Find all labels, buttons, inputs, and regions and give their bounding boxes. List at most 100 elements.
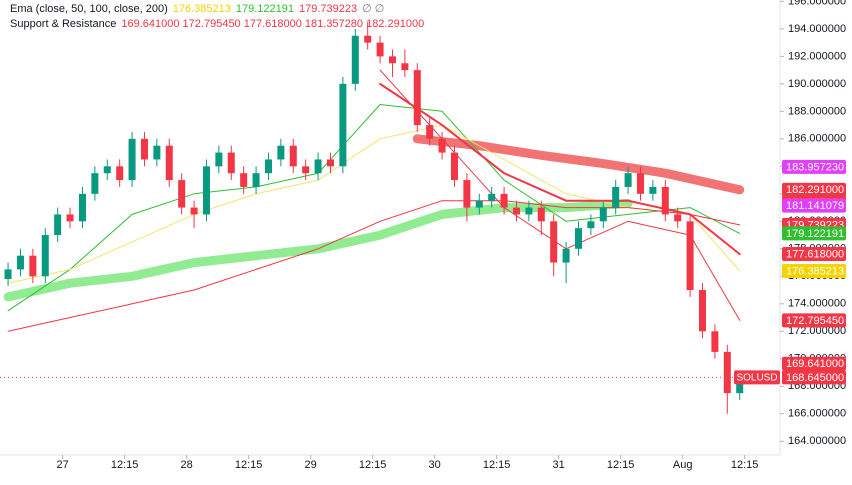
candle-body [78,193,86,222]
legend-row: Support & Resistance 169.641000 172.79545… [10,17,429,32]
candle-body [277,145,285,160]
y-tick-label: 190.000000 [788,78,846,90]
indicator-line [412,134,745,195]
candle-body [525,207,533,215]
candle-body [103,166,111,174]
y-tick-label: 186.000000 [788,133,846,145]
candle-body [66,214,74,222]
candle-body [574,228,582,249]
x-tick-label: 28 [181,459,193,471]
price-label: 168.645000 [786,372,844,384]
candle-body [686,221,694,291]
candle-body [599,207,607,222]
price-label: 172.795450 [786,315,844,327]
candle-body [537,207,545,222]
candle-body [401,63,409,71]
price-label: 182.291000 [786,184,844,196]
candle-body [550,221,558,263]
x-tick-label: 27 [56,459,68,471]
x-tick-label: 29 [305,459,317,471]
price-label-box [782,226,846,241]
x-tick-label: 31 [553,459,565,471]
candle-body [587,221,595,229]
candle-body [140,138,148,160]
candle-body [4,269,12,280]
price-label-box [782,159,846,174]
x-tick-label: 30 [429,459,441,471]
candle-body [512,207,520,215]
candle-body [128,138,136,181]
y-tick-label: 166.000000 [788,408,846,420]
candle-body [240,173,248,187]
candle-body [227,152,235,174]
price-label: 177.618000 [786,248,844,260]
price-label: 169.641000 [786,358,844,370]
candle-body [674,214,682,222]
candle-body [116,166,124,181]
candle-body [54,214,62,236]
indicator-line [7,104,741,312]
legend-value: 179.122191 [235,3,294,15]
candle-body [314,159,322,174]
price-label: 183.957230 [786,161,844,173]
candle-body [202,166,210,215]
price-label-box [782,264,846,279]
indicator-line [379,82,741,256]
candle-body [711,331,719,352]
x-tick-label: 12:15 [731,459,759,471]
legend-row: Ema (close, 50, 100, close, 200) 176.3852… [10,2,429,17]
candle-body [426,125,434,139]
y-tick-label: 164.000000 [788,435,846,447]
candle-body [41,235,49,277]
price-label-box [782,313,846,328]
indicator-line [3,198,633,302]
candle-body [91,173,99,194]
candle-body [178,180,186,208]
price-label: 176.385213 [786,265,844,277]
symbol-label: SOLUSD [736,373,777,384]
legend-value: 179.739223 [299,3,358,15]
candle-body [289,145,297,167]
y-tick-label: 196.000000 [788,0,846,7]
x-tick-label: 12:15 [111,459,139,471]
price-label-box [782,198,846,213]
candle-body [612,186,620,208]
y-tick-label: 194.000000 [788,23,846,35]
legend: Ema (close, 50, 100, close, 200) 176.3852… [10,2,429,32]
y-tick-label: 188.000000 [788,105,846,117]
y-tick-label: 172.000000 [788,325,846,337]
candle-body [649,186,657,194]
x-tick-label: 12:15 [483,459,511,471]
candle-body [302,166,310,174]
candle-body [562,248,570,263]
candle-body [463,180,471,208]
candle-body [500,193,508,208]
legend-title: Ema (close, 50, 100, close, 200) [10,3,168,15]
price-label-box [782,247,846,262]
candle-body [16,255,24,270]
candle-body [450,152,458,181]
candle-body [475,200,483,208]
candle-body [215,152,223,167]
price-label: 181.141079 [786,200,844,212]
price-label-box [782,182,846,197]
candle-body [413,70,421,126]
candle-body [636,173,644,194]
candle-body [698,290,706,332]
candle-body [153,145,161,160]
x-tick-label: Aug [673,459,693,471]
candle-body [351,35,359,84]
price-label-box [782,370,846,385]
candle-body [488,193,496,201]
candle-body [364,35,372,43]
legend-title: Support & Resistance [10,18,117,30]
symbol-tag [734,370,780,385]
candle-body [165,145,173,181]
indicator-line [7,200,741,332]
price-label-box [782,356,846,371]
candle-body [376,42,384,57]
y-tick-label: 192.000000 [788,50,846,62]
candle-body [252,173,260,187]
candle-body [661,186,669,215]
